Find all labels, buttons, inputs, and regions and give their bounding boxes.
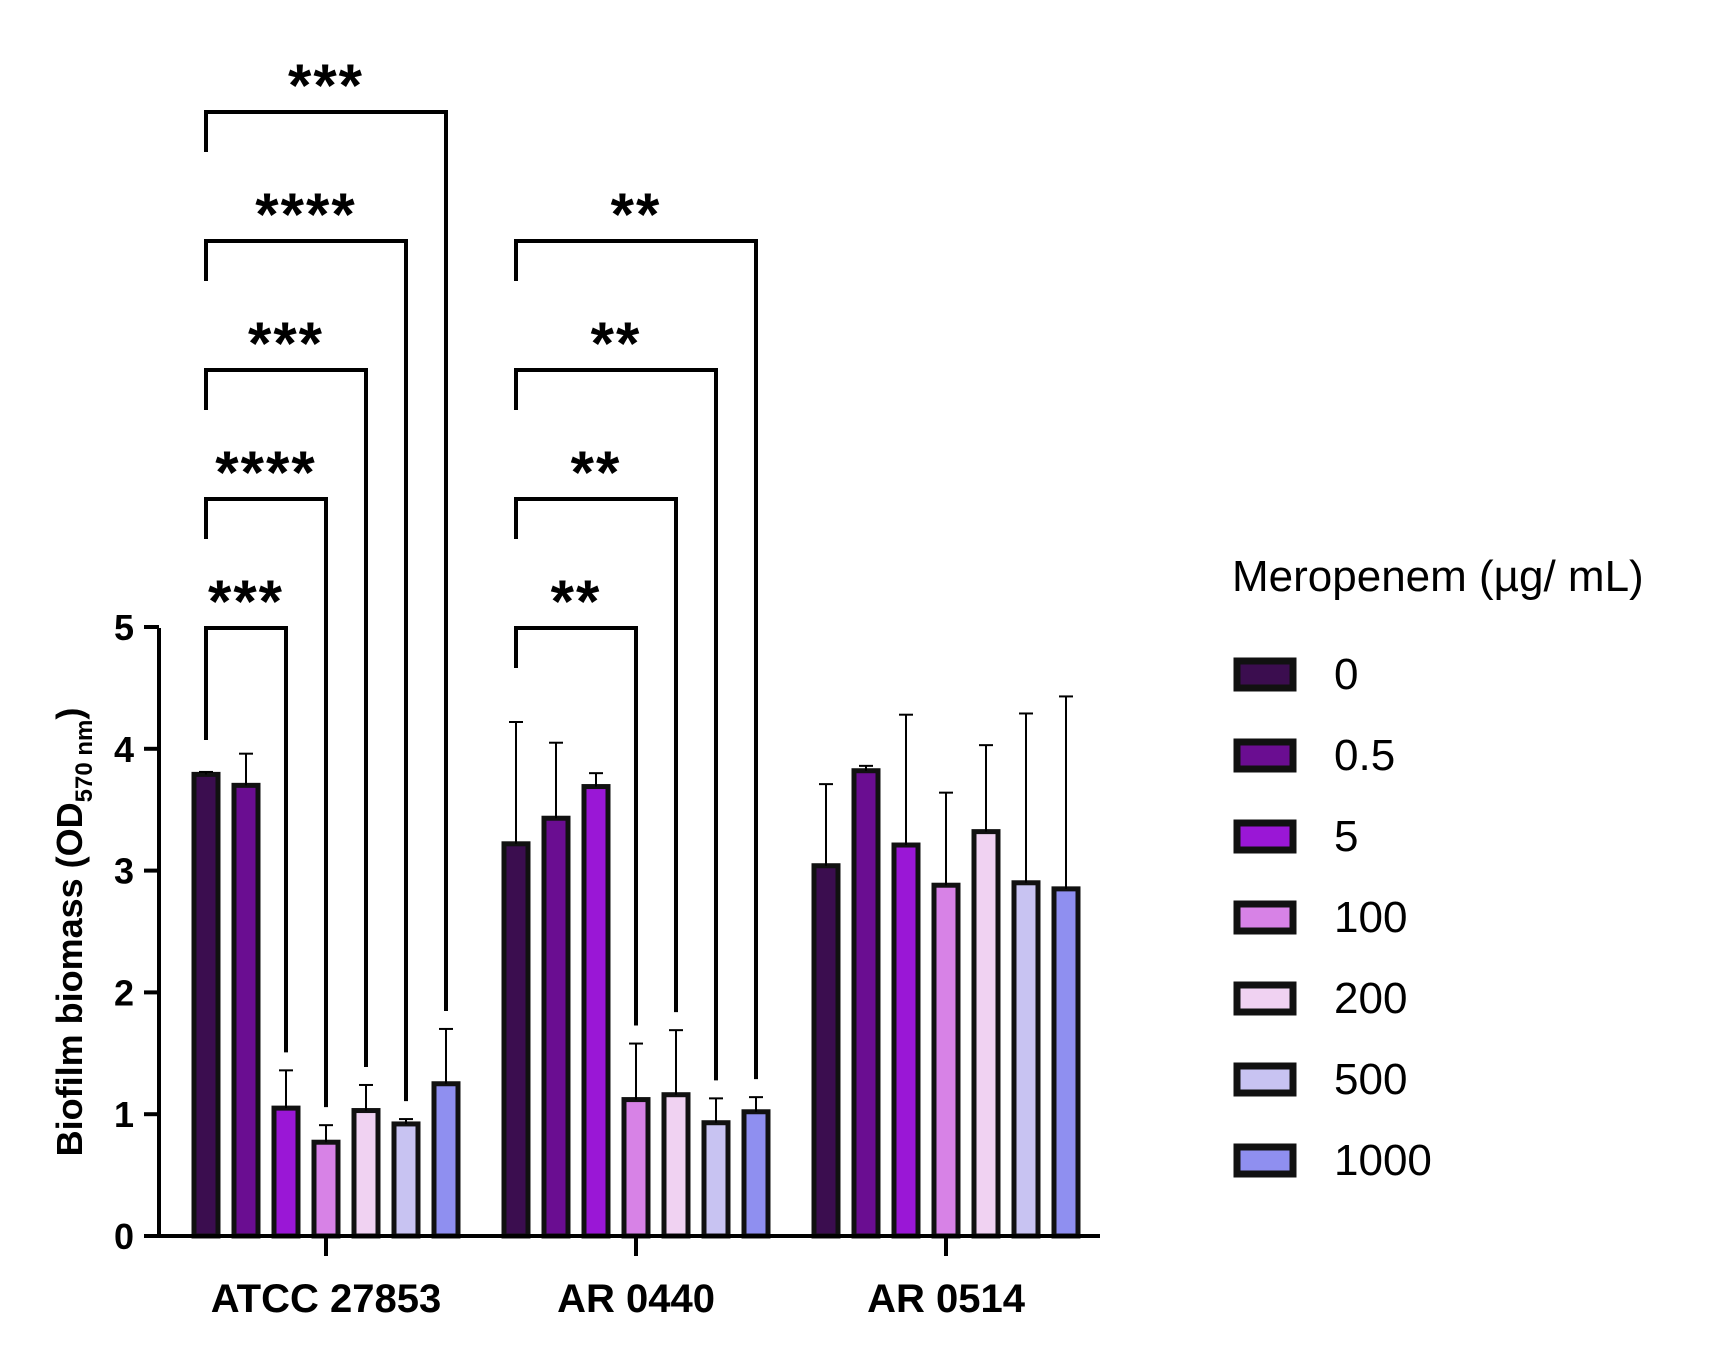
significance-label: ** xyxy=(571,439,622,506)
y-axis-label-subscript: 570 nm xyxy=(71,720,98,803)
bar xyxy=(1011,880,1041,1239)
x-categories: ATCC 27853 AR 0440 AR 0514 xyxy=(211,1236,1026,1321)
legend-label: 0.5 xyxy=(1334,731,1395,780)
bar xyxy=(971,829,1001,1239)
legend-label: 1000 xyxy=(1334,1136,1432,1185)
y-tick-label: 0 xyxy=(114,1216,134,1257)
significance-label: *** xyxy=(288,52,364,119)
bar xyxy=(931,882,961,1239)
legend-swatch xyxy=(1233,657,1297,692)
bar xyxy=(621,1097,651,1239)
legend-label: 100 xyxy=(1334,893,1407,942)
x-category-label: ATCC 27853 xyxy=(211,1277,441,1321)
axes xyxy=(157,628,1100,1238)
significance-bracket xyxy=(204,110,448,1011)
legend-label: 200 xyxy=(1334,974,1407,1023)
significance-bracket xyxy=(514,497,678,1013)
significance-bracket xyxy=(514,626,638,1026)
bar xyxy=(391,1121,421,1239)
bar xyxy=(701,1120,731,1239)
legend-swatch xyxy=(1233,819,1297,854)
legend-label: 500 xyxy=(1334,1055,1407,1104)
bar xyxy=(501,841,531,1239)
significance-label: *** xyxy=(208,568,284,635)
y-axis-label-close: ) xyxy=(49,708,90,720)
legend-swatch xyxy=(1233,738,1297,773)
significance-bracket xyxy=(514,239,758,1080)
bar xyxy=(231,782,261,1239)
y-tick-label: 5 xyxy=(114,607,134,648)
bar xyxy=(1051,886,1081,1239)
y-tick-label: 2 xyxy=(114,972,134,1013)
bar xyxy=(581,784,611,1239)
legend-swatch xyxy=(1233,1062,1297,1097)
legend-label: 5 xyxy=(1334,812,1358,861)
y-tick-label: 1 xyxy=(114,1094,134,1135)
bar xyxy=(741,1109,771,1239)
legend-swatch xyxy=(1233,900,1297,935)
significance-bracket xyxy=(204,497,328,1108)
y-axis-label-main: Biofilm biomass (OD xyxy=(49,802,90,1156)
significance-bracket xyxy=(204,239,408,1102)
bar xyxy=(271,1105,301,1239)
bar xyxy=(351,1108,381,1239)
bar xyxy=(541,815,571,1239)
x-category-label: AR 0440 xyxy=(557,1277,715,1321)
bar xyxy=(811,863,841,1239)
legend-swatch xyxy=(1233,1143,1297,1178)
bar xyxy=(431,1081,461,1239)
bar xyxy=(191,771,221,1239)
y-tick-label: 3 xyxy=(114,851,134,892)
bar xyxy=(661,1092,691,1239)
bars xyxy=(191,695,1081,1239)
bar xyxy=(891,842,921,1239)
legend-label: 0 xyxy=(1334,650,1358,699)
legend: 0 0.5 5 100 200 500 1000 xyxy=(1233,650,1432,1185)
significance-label: **** xyxy=(255,181,356,248)
significance-brackets: ************************* xyxy=(204,52,758,1108)
bar xyxy=(311,1139,341,1239)
y-tick-label: 4 xyxy=(114,729,134,770)
significance-bracket xyxy=(204,626,288,1053)
significance-label: **** xyxy=(215,439,316,506)
significance-label: ** xyxy=(591,310,642,377)
significance-label: ** xyxy=(611,181,662,248)
y-ticks: 0 1 2 3 4 5 xyxy=(114,607,159,1257)
legend-swatch xyxy=(1233,981,1297,1016)
legend-title: Meropenem (µg/ mL) xyxy=(1232,552,1644,601)
x-category-label: AR 0514 xyxy=(867,1277,1026,1321)
significance-bracket xyxy=(514,368,718,1081)
significance-bracket xyxy=(204,368,368,1067)
y-axis-label: Biofilm biomass (OD570 nm) xyxy=(49,708,98,1157)
significance-label: ** xyxy=(551,568,602,635)
bar xyxy=(851,768,881,1239)
significance-label: *** xyxy=(248,310,324,377)
